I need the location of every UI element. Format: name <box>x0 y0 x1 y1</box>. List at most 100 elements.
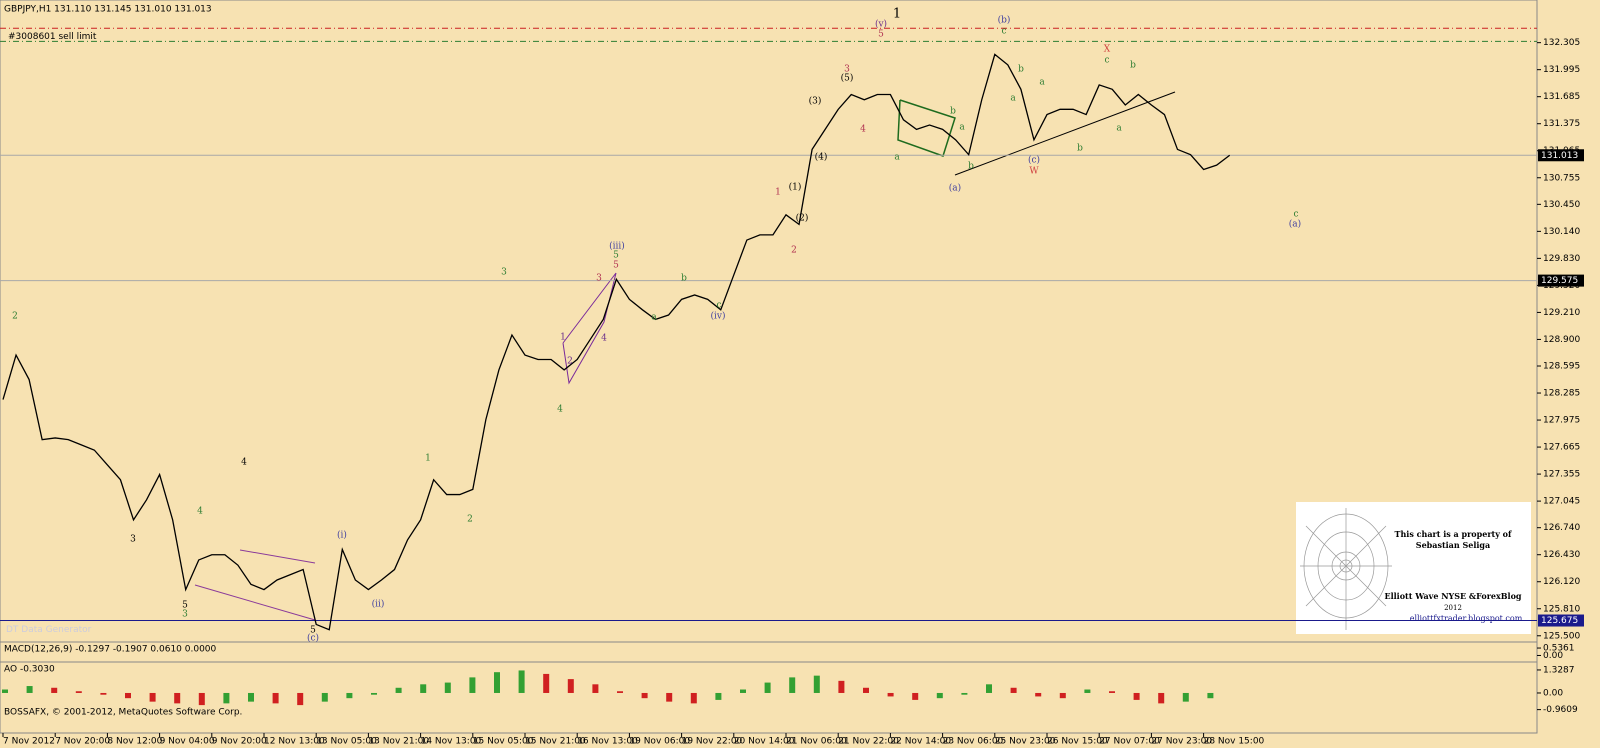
y-tick-label: 131.375 <box>1543 119 1580 129</box>
wave-label: 3 <box>501 268 507 278</box>
x-tick-label: 13 Nov 05:00 <box>316 737 377 747</box>
y-tick-label: 1.3287 <box>1543 665 1575 675</box>
ao-bar <box>125 692 131 699</box>
x-tick-label: 23 Nov 06:00 <box>943 737 1004 747</box>
x-tick-label: 25 Nov 23:00 <box>995 737 1056 747</box>
wave-label: (c) <box>1028 155 1040 166</box>
ao-bar <box>1084 689 1091 693</box>
ao-bar <box>518 670 525 693</box>
ao-bar <box>371 692 377 695</box>
wedge-line <box>239 549 316 564</box>
price-tag-label: 131.013 <box>1541 151 1578 161</box>
wave-label: 5 <box>182 601 188 611</box>
wave-label: 4 <box>197 507 203 517</box>
ao-bar <box>740 689 746 693</box>
wave-label: 3 <box>844 65 850 75</box>
y-tick-label: 126.740 <box>1543 523 1580 533</box>
ao-bar <box>100 692 107 695</box>
wave-label: c <box>1104 56 1109 66</box>
y-tick-label: 131.995 <box>1543 65 1580 75</box>
wave-label: a <box>1010 94 1016 104</box>
panel-title: MACD(12,26,9) -0.1297 -0.1907 0.0610 0.0… <box>4 645 217 655</box>
x-tick-label: 16 Nov 13:00 <box>577 737 638 747</box>
y-tick-label: 126.430 <box>1543 550 1580 560</box>
wave-label: a <box>1116 124 1122 134</box>
ao-bar <box>395 687 402 693</box>
wave-label: a <box>959 123 965 133</box>
wave-label: (i) <box>337 530 347 541</box>
wave-label: 4 <box>860 125 866 135</box>
wave-label: 1 <box>425 454 431 464</box>
ao-bar <box>198 692 205 706</box>
wave-label: (a) <box>1289 219 1301 230</box>
x-tick-label: 21 Nov 22:00 <box>838 737 899 747</box>
source: DT Data Generator <box>6 625 92 635</box>
ao-bar <box>1158 692 1165 704</box>
ao-bar <box>272 692 279 704</box>
ao-bar <box>469 677 476 693</box>
y-tick-label: 127.665 <box>1543 443 1580 453</box>
y-tick-label: 127.045 <box>1543 497 1580 507</box>
wave-label: (ii) <box>372 599 385 610</box>
ao-bar <box>223 692 230 704</box>
y-tick-label: 127.975 <box>1543 416 1580 426</box>
footer: BOSSAFX, © 2001-2012, MetaQuotes Softwar… <box>4 708 242 718</box>
ao-bar <box>543 673 550 693</box>
panel-title: GBPJPY,H1 131.110 131.145 131.010 131.01… <box>4 5 212 15</box>
wave-label: (1) <box>789 182 802 193</box>
y-tick-label: 130.755 <box>1543 173 1580 183</box>
x-tick-label: 27 Nov 23:00 <box>1151 737 1212 747</box>
ao-bar <box>936 692 943 699</box>
y-tick-label: 128.595 <box>1543 362 1580 372</box>
y-tick-label: 129.830 <box>1543 254 1580 264</box>
x-tick-label: 26 Nov 15:00 <box>1047 737 1108 747</box>
watermark-text: 2012 <box>1444 604 1462 612</box>
watermark-text: Elliott Wave NYSE &ForexBlog <box>1384 591 1521 601</box>
wave-label: 1 <box>775 188 781 198</box>
ao-bar <box>1059 692 1066 699</box>
price-tag <box>1538 614 1584 627</box>
watermark: This chart is a property of Sebastian Se… <box>1296 502 1531 634</box>
y-tick-label: 126.120 <box>1543 577 1580 587</box>
channel <box>562 272 617 385</box>
y-tick-label: 125.810 <box>1543 604 1580 614</box>
ao-bar <box>2 689 8 693</box>
y-tick-label: 125.500 <box>1543 631 1580 641</box>
wave-label: a <box>894 153 900 163</box>
ao-bar <box>149 692 156 702</box>
ao-bar <box>617 691 623 693</box>
price-tag-label: 125.675 <box>1541 616 1578 626</box>
watermark-text: This chart is a property of <box>1395 529 1512 539</box>
wave-label: 1 <box>893 7 901 22</box>
ao-bar <box>1010 687 1017 693</box>
ao-bar <box>346 692 353 699</box>
wave-label: 5 <box>878 30 884 40</box>
wave-label: X <box>1104 45 1111 55</box>
ao-bar <box>715 692 722 700</box>
wave-label: (3) <box>809 96 822 107</box>
watermark-url: elliottfxtrader.blogspot.com <box>1410 614 1523 623</box>
x-tick-label: 19 Nov 06:00 <box>629 737 690 747</box>
wave-label: a <box>1039 78 1045 88</box>
wave-label: (4) <box>815 152 828 163</box>
wave-label: c <box>716 301 721 311</box>
y-tick-label: 0.00 <box>1543 651 1563 661</box>
x-tick-label: 15 Nov 21:00 <box>525 737 586 747</box>
logo <box>1300 508 1392 630</box>
wave-label: 1 <box>560 333 566 343</box>
wave-label: b <box>968 162 974 172</box>
ao-bar <box>789 677 796 693</box>
ao-bar <box>592 684 599 693</box>
x-tick-label: 7 Nov 2012 <box>3 737 55 747</box>
y-tick-label: -0.9609 <box>1543 705 1578 715</box>
wave-label: (a) <box>949 183 961 194</box>
wave-label: (v) <box>875 19 887 30</box>
y-tick-label: 128.900 <box>1543 335 1580 345</box>
wave-label: b <box>1130 61 1136 71</box>
y-tick-label: 130.450 <box>1543 200 1580 210</box>
x-tick-label: 13 Nov 21:00 <box>368 737 429 747</box>
price-tag-label: 129.575 <box>1541 276 1578 286</box>
wedge-line <box>194 584 316 621</box>
wave-label: (b) <box>998 15 1011 26</box>
